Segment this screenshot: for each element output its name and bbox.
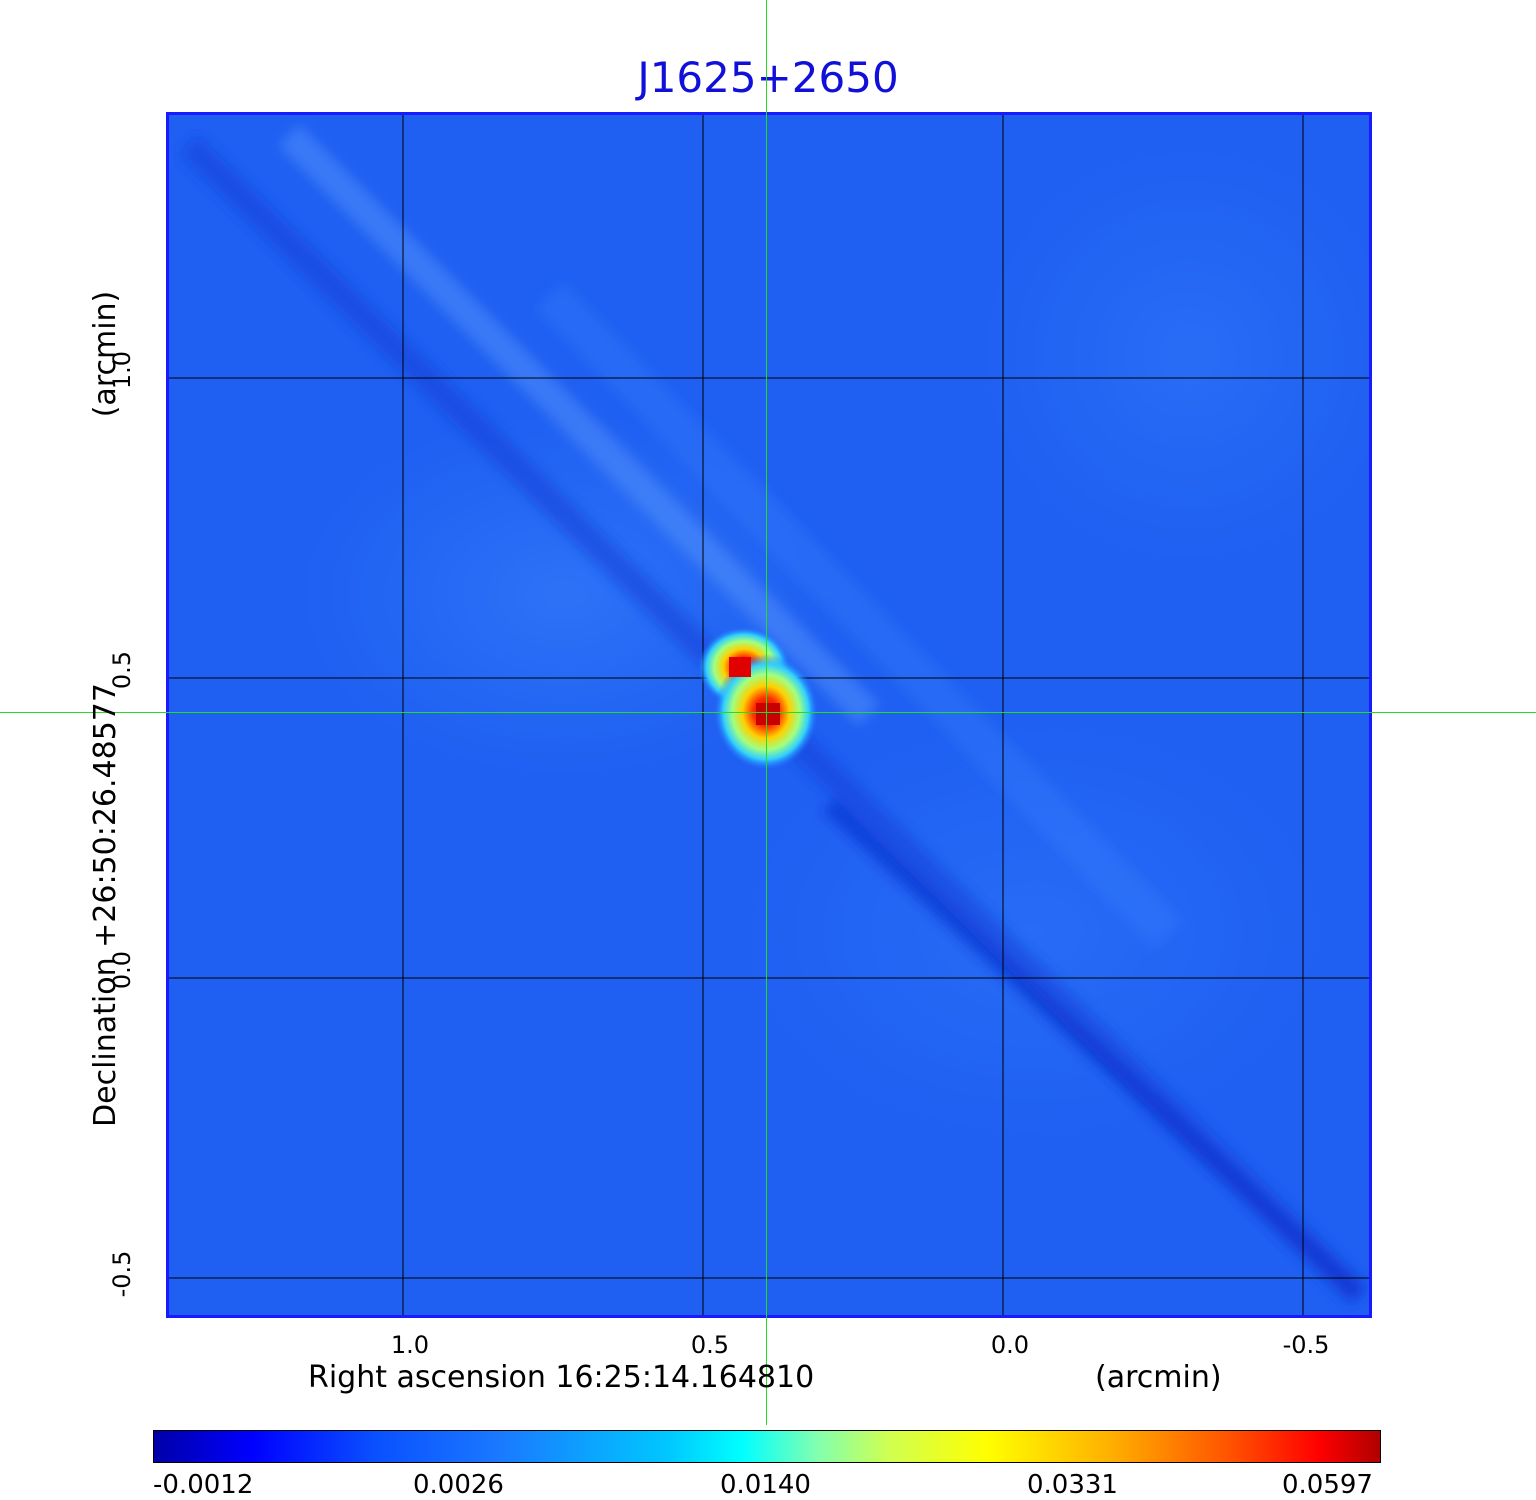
x-tick: 0.5 bbox=[690, 1331, 730, 1359]
crosshair-horizontal bbox=[0, 712, 1536, 713]
colorbar bbox=[153, 1430, 1381, 1463]
radio-map-panel[interactable] bbox=[166, 112, 1372, 1318]
colorbar-tick: 0.0597 bbox=[1282, 1470, 1373, 1500]
x-axis-unit: (arcmin) bbox=[1095, 1360, 1222, 1395]
x-axis-label: Right ascension 16:25:14.164810 bbox=[308, 1360, 815, 1395]
colorbar-tick: 0.0331 bbox=[1027, 1470, 1118, 1500]
radio-map-image bbox=[169, 115, 1369, 1315]
x-tick: 1.0 bbox=[390, 1331, 430, 1359]
y-axis-unit: (arcmin) bbox=[88, 290, 123, 418]
x-tick: -0.5 bbox=[1282, 1331, 1330, 1359]
colorbar-tick: 0.0140 bbox=[720, 1470, 811, 1500]
image-title: J1625+2650 bbox=[637, 53, 899, 102]
coordinate-grid bbox=[169, 115, 1369, 1315]
x-tick: 0.0 bbox=[990, 1331, 1030, 1359]
y-tick: -0.5 bbox=[108, 1250, 136, 1298]
colorbar-tick: -0.0012 bbox=[153, 1470, 254, 1500]
colorbar-tick: 0.0026 bbox=[413, 1470, 504, 1500]
y-axis-label: Declination +26:50:26.48577 bbox=[88, 683, 123, 1127]
